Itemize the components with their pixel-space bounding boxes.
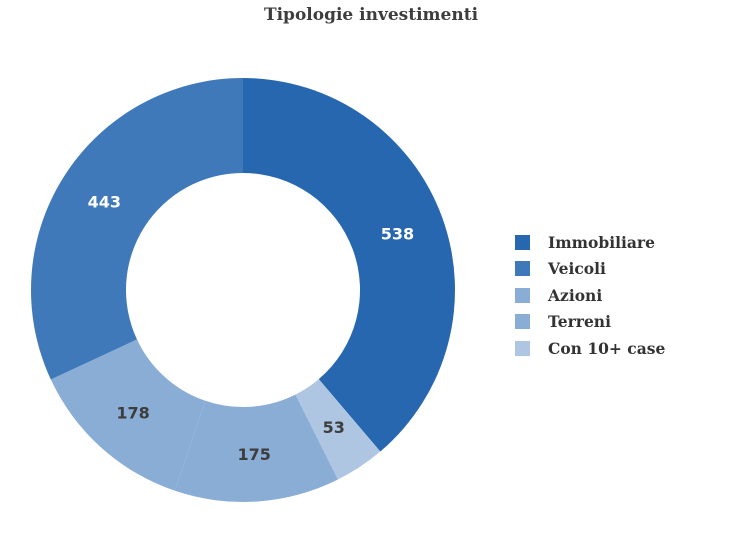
- data-label: 175: [237, 445, 270, 464]
- legend-label: Azioni: [548, 285, 603, 305]
- legend-item-con-10-case[interactable]: Con 10+ case: [515, 335, 665, 362]
- legend-swatch: [515, 234, 530, 250]
- slice-veicoli[interactable]: [30, 78, 244, 380]
- legend-item-veicoli[interactable]: Veicoli: [515, 256, 665, 283]
- data-label: 538: [381, 224, 414, 243]
- legend: Immobiliare Veicoli Azioni Terreni Con 1…: [515, 229, 665, 362]
- slice-terreni[interactable]: [174, 394, 338, 503]
- legend-label: Immobiliare: [548, 232, 655, 252]
- legend-label: Con 10+ case: [548, 338, 666, 358]
- slice-immobiliare[interactable]: [243, 78, 455, 452]
- data-label: 443: [88, 193, 121, 212]
- slice-azioni[interactable]: [50, 339, 206, 491]
- legend-item-immobiliare[interactable]: Immobiliare: [515, 229, 665, 256]
- legend-item-terreni[interactable]: Terreni: [515, 309, 665, 336]
- legend-label: Veicoli: [548, 259, 606, 279]
- data-label: 53: [323, 418, 345, 437]
- chart-title: Tipologie investimenti: [263, 5, 479, 25]
- legend-swatch: [515, 287, 530, 303]
- legend-swatch: [515, 261, 530, 277]
- slice-con-10-case[interactable]: [295, 379, 381, 480]
- legend-swatch: [515, 314, 530, 330]
- legend-swatch: [515, 340, 530, 356]
- legend-item-azioni[interactable]: Azioni: [515, 282, 665, 309]
- legend-label: Terreni: [548, 312, 611, 332]
- data-label: 178: [116, 403, 149, 422]
